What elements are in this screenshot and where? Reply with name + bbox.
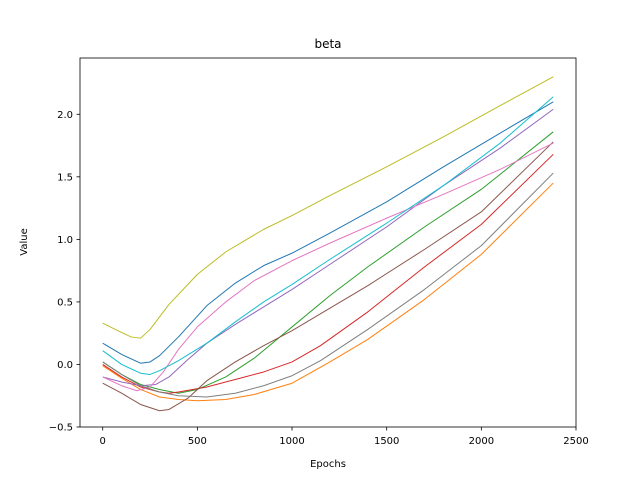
- x-tick-label: 2000: [469, 436, 494, 447]
- y-tick-label: 1.5: [57, 172, 73, 183]
- series-line-4: [102, 153, 554, 394]
- axes-layer: [79, 57, 577, 428]
- y-ticks: −0.5 0.0 0.5 1.0 1.5 2.0: [49, 110, 80, 434]
- x-ticks: 0 500 1000 1500 2000 2500: [100, 427, 589, 447]
- x-tick-label: 2500: [563, 436, 588, 447]
- x-axis-label: Epochs: [310, 459, 346, 470]
- series-line-8: [102, 172, 554, 398]
- plot-frame: [79, 57, 577, 428]
- x-tick-label: 0: [100, 436, 106, 447]
- series-line-7: [102, 142, 554, 392]
- y-tick-label: 1.0: [57, 235, 73, 246]
- y-axis-label: Value: [19, 228, 30, 255]
- x-tick-label: 1500: [374, 436, 399, 447]
- x-tick-label: 500: [188, 436, 207, 447]
- series-line-5: [102, 108, 554, 387]
- series-line-10: [102, 96, 554, 375]
- y-tick-label: 2.0: [57, 110, 73, 121]
- series-line-9: [102, 76, 554, 339]
- series-line-1: [102, 101, 554, 364]
- y-tick-label: −0.5: [49, 423, 73, 434]
- x-tick-label: 1000: [279, 436, 304, 447]
- series-layer: [102, 76, 554, 412]
- y-tick-label: 0.0: [57, 360, 73, 371]
- chart-title: beta: [314, 37, 341, 51]
- series-line-6: [102, 141, 554, 412]
- series-line-2: [102, 182, 554, 402]
- y-tick-label: 0.5: [57, 297, 73, 308]
